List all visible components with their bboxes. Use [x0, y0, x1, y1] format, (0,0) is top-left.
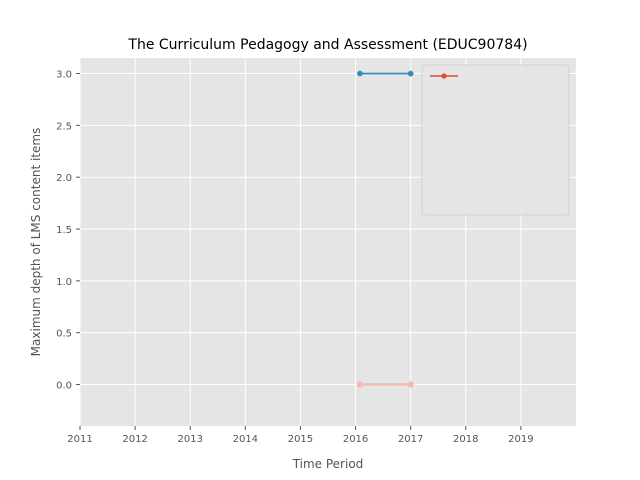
x-tick-label: 2013: [177, 434, 202, 445]
data-point: [357, 70, 363, 77]
x-tick-label: 2016: [343, 434, 368, 445]
series-layer: [357, 70, 414, 388]
x-axis-ticks: 2011 2012 2013 2014 2015 2016 2017 2018 2019: [67, 426, 534, 445]
y-tick-label: 0.0: [56, 381, 72, 392]
y-tick-label: 1.5: [56, 225, 72, 236]
legend: [421, 64, 570, 216]
legend-swatch-marker: [441, 73, 447, 79]
y-tick-label: 1.0: [56, 277, 72, 288]
y-axis-label: Maximum depth of LMS content items: [29, 128, 43, 357]
series-depth: [357, 381, 414, 388]
x-axis-label: Time Period: [292, 457, 364, 471]
y-tick-label: 2.5: [56, 121, 72, 132]
y-axis-ticks: 0.0 0.5 1.0 1.5 2.0 2.5 3.0: [56, 70, 80, 392]
legend-box: [421, 64, 570, 216]
x-tick-label: 2018: [453, 434, 478, 445]
x-tick-label: 2012: [122, 434, 147, 445]
x-tick-label: 2017: [398, 434, 423, 445]
y-tick-label: 3.0: [56, 70, 72, 81]
x-tick-label: 2011: [67, 434, 92, 445]
chart-title: The Curriculum Pedagogy and Assessment (…: [127, 37, 527, 53]
data-point: [407, 70, 414, 77]
y-tick-label: 0.5: [56, 329, 72, 340]
legend-entry: [430, 73, 458, 79]
series-folders: [357, 70, 414, 77]
data-point: [357, 381, 363, 388]
x-tick-label: 2014: [233, 434, 258, 445]
x-tick-label: 2015: [288, 434, 313, 445]
x-tick-label: 2019: [508, 434, 533, 445]
data-point: [407, 381, 414, 388]
y-tick-label: 2.0: [56, 173, 72, 184]
